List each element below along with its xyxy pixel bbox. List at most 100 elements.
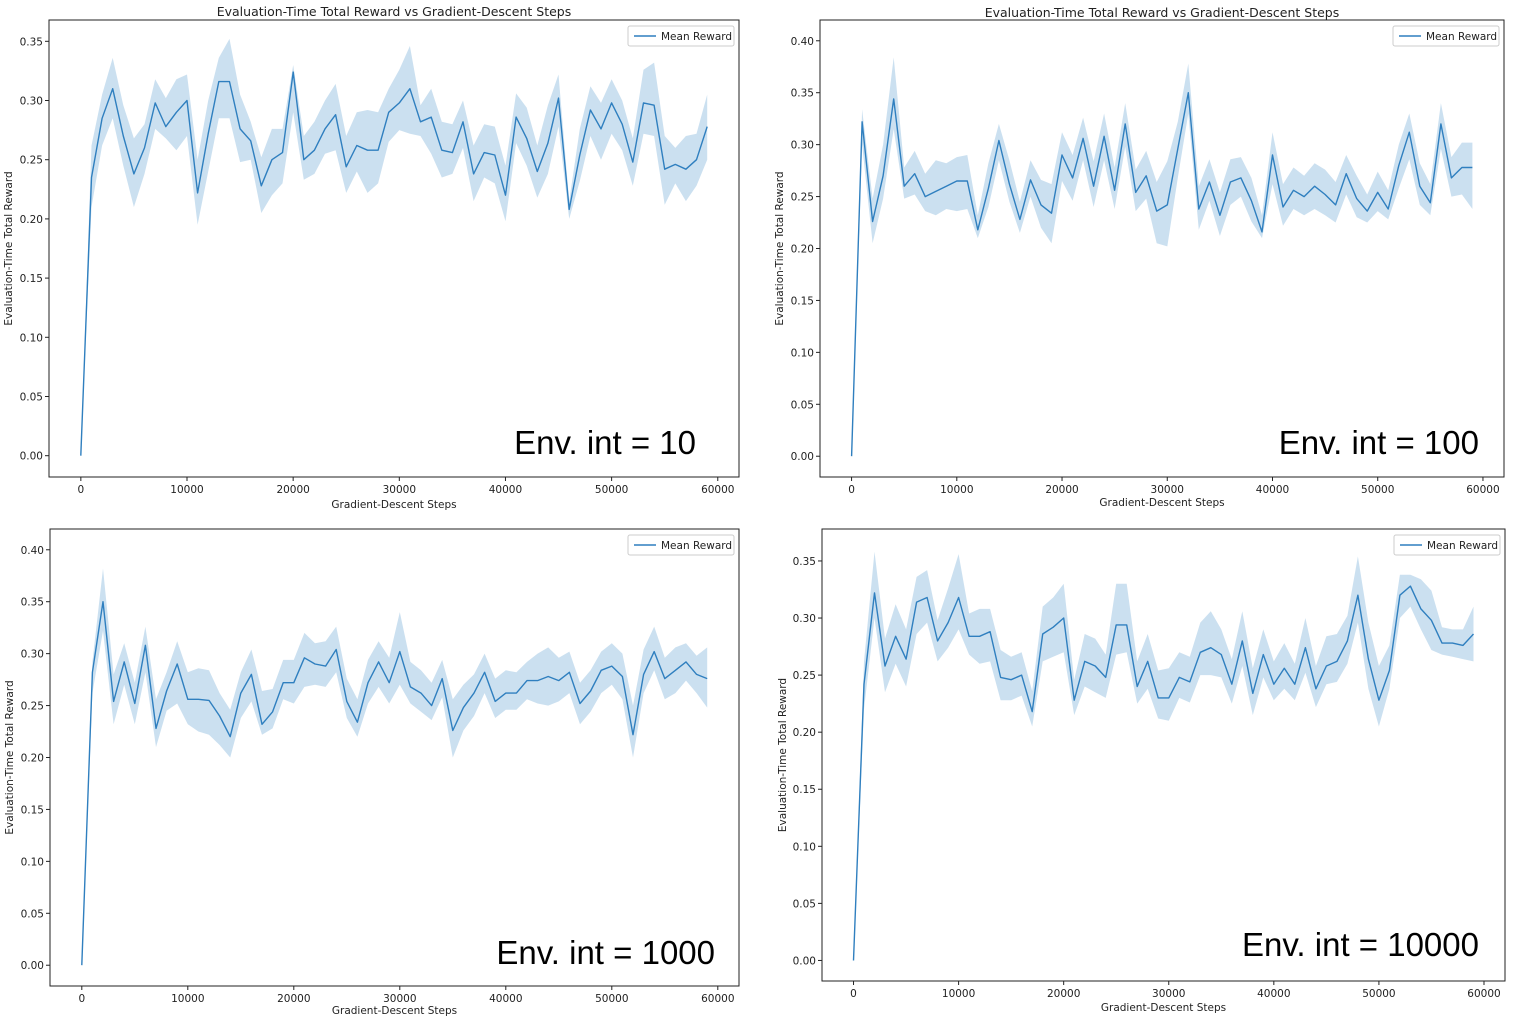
data-point [621, 675, 623, 677]
data-point [1357, 594, 1359, 596]
x-tick-label: 50000 [1361, 484, 1394, 496]
data-point [293, 682, 295, 684]
data-point [1366, 210, 1368, 212]
data-point [1450, 177, 1452, 179]
data-point [1063, 617, 1065, 619]
confidence-band [80, 38, 708, 456]
data-point [1346, 640, 1348, 642]
data-point [409, 88, 411, 90]
x-tick-label: 50000 [1362, 988, 1395, 1000]
data-point [1451, 642, 1453, 644]
data-point [1219, 214, 1221, 216]
plot-frame [49, 528, 740, 987]
x-tick-label: 0 [78, 993, 85, 1005]
y-tick-label: 0.15 [21, 804, 44, 816]
data-point [356, 721, 358, 723]
data-point [1168, 697, 1170, 699]
data-point [1177, 148, 1179, 150]
mean-reward-line [80, 71, 708, 456]
data-point [175, 111, 177, 113]
data-point [176, 663, 178, 665]
data-point [271, 159, 273, 161]
data-point [388, 682, 390, 684]
x-tick-label: 20000 [277, 993, 310, 1005]
confidence-band [81, 568, 708, 966]
y-axis-label: Evaluation-Time Total Reward [3, 171, 15, 325]
data-point [1145, 175, 1147, 177]
y-tick-label: 0.10 [21, 856, 44, 868]
y-tick-label: 0.25 [20, 155, 43, 167]
data-point [441, 677, 443, 679]
x-tick-label: 60000 [701, 993, 734, 1005]
y-tick-label: 0.05 [791, 399, 814, 411]
data-point [956, 180, 958, 182]
data-point [1071, 177, 1073, 179]
y-tick-label: 0.15 [20, 273, 43, 285]
data-point [1430, 619, 1432, 621]
x-tick-label: 30000 [1151, 484, 1184, 496]
data-point [197, 698, 199, 700]
data-point [873, 592, 875, 594]
data-point [1124, 123, 1126, 125]
data-point [1073, 699, 1075, 701]
legend [627, 534, 735, 556]
data-point [1356, 197, 1358, 199]
data-point [1020, 674, 1022, 676]
mean-reward-line [850, 92, 1473, 457]
data-point [1178, 676, 1180, 678]
data-point [1429, 202, 1431, 204]
x-tick-label: 10000 [940, 484, 973, 496]
data-point [1229, 181, 1231, 183]
data-point [494, 154, 496, 156]
data-point [1419, 185, 1421, 187]
data-point [589, 690, 591, 692]
y-tick-label: 0.20 [21, 753, 44, 765]
data-point [229, 736, 231, 738]
data-point [850, 455, 852, 457]
data-point [977, 229, 979, 231]
data-point [112, 700, 114, 702]
data-point [133, 173, 135, 175]
data-point [968, 635, 970, 637]
data-point [303, 159, 305, 161]
data-point [674, 163, 676, 165]
data-point [314, 663, 316, 665]
y-tick-label: 0.40 [791, 36, 814, 48]
y-tick-label: 0.35 [793, 556, 816, 568]
data-point [504, 194, 506, 196]
data-point [399, 650, 401, 652]
plot-frame [819, 19, 1505, 478]
plot-frame [821, 528, 1506, 982]
data-point [914, 173, 916, 175]
x-tick-label: 60000 [1467, 988, 1500, 1000]
data-point [1052, 626, 1054, 628]
data-point [281, 151, 283, 153]
data-point [1199, 651, 1201, 653]
data-point [240, 692, 242, 694]
data-point [218, 80, 220, 82]
x-tick-label: 30000 [383, 993, 416, 1005]
x-tick-label: 40000 [1257, 988, 1290, 1000]
data-point [282, 682, 284, 684]
env-interval-annotation: Env. int = 10 [514, 424, 696, 461]
data-point [356, 144, 358, 146]
data-point [695, 159, 697, 161]
data-point [989, 631, 991, 633]
data-point [165, 690, 167, 692]
data-point [250, 673, 252, 675]
data-point [1282, 206, 1284, 208]
data-point [1409, 585, 1411, 587]
data-point [1420, 608, 1422, 610]
data-point [987, 187, 989, 189]
x-tick-label: 40000 [489, 993, 522, 1005]
data-point [1210, 647, 1212, 649]
data-point [154, 102, 156, 104]
y-axis-label: Evaluation-Time Total Reward [4, 680, 16, 834]
x-tick-label: 30000 [383, 484, 416, 496]
data-point [526, 679, 528, 681]
chart-panel-3: 0 10000 20000 30000 40000 50000 60000 0.00 0.05 0… [4, 528, 740, 1017]
legend-label: Mean Reward [661, 540, 732, 552]
data-point [123, 661, 125, 663]
y-tick-label: 0.20 [791, 244, 814, 256]
data-point [884, 665, 886, 667]
